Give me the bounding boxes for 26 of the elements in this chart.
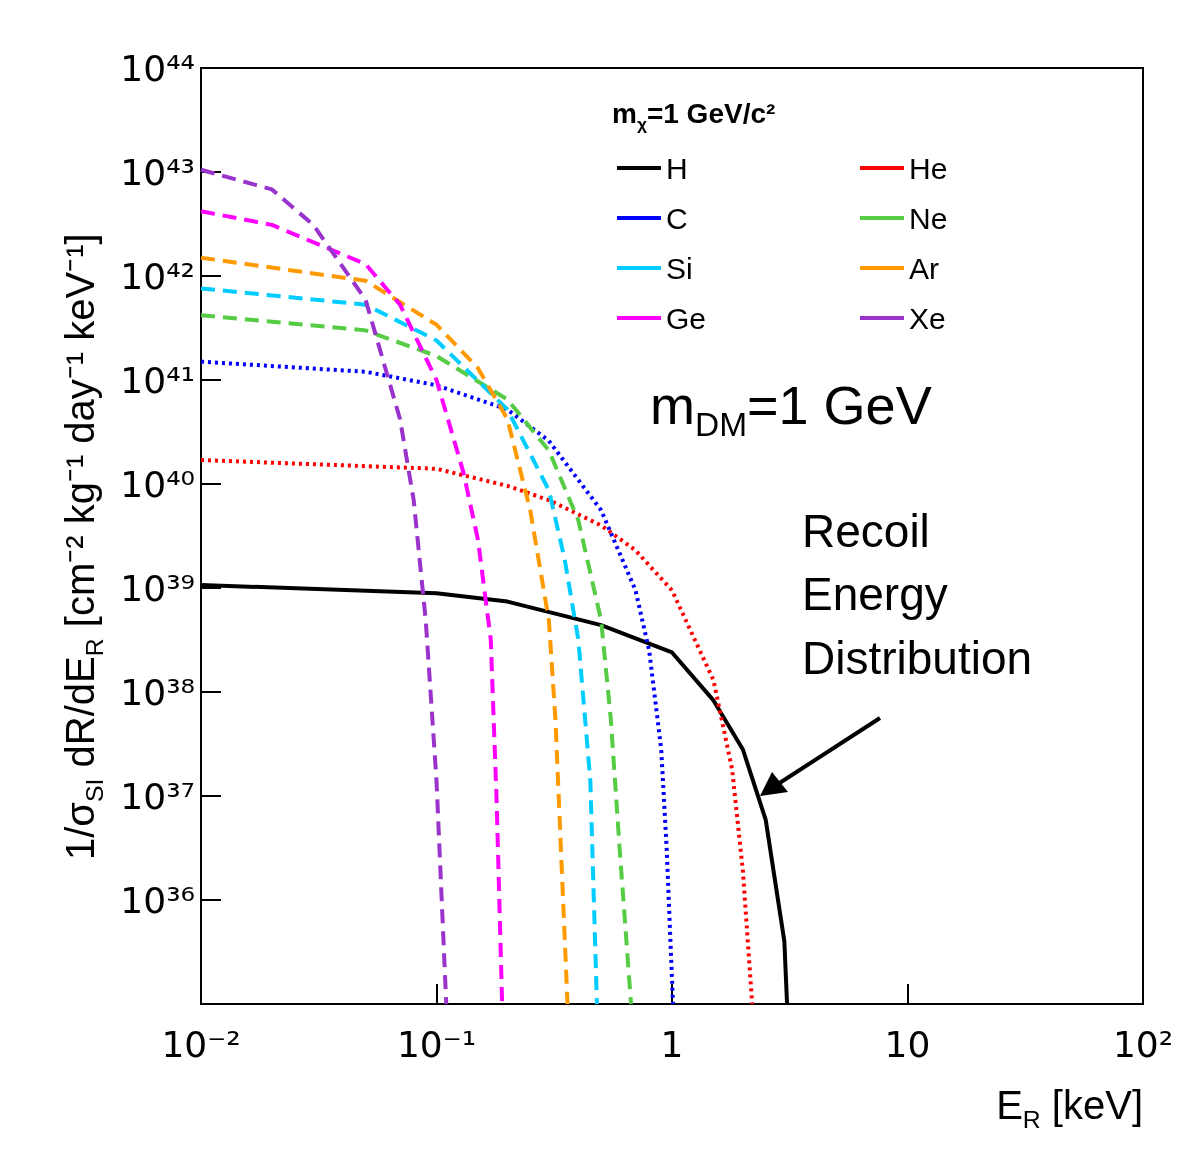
y-tick-label: 10³⁸ [120, 671, 195, 713]
legend-label: Ge [666, 301, 707, 335]
y-tick-label: 10⁴³ [120, 151, 195, 193]
legend-label: Ne [909, 201, 948, 235]
legend-label: Si [666, 251, 693, 285]
y-tick-label: 10⁴² [120, 255, 195, 297]
x-tick-label: 10 [884, 1023, 931, 1065]
legend-label: C [666, 201, 688, 235]
y-tick-label: 10⁴¹ [120, 359, 195, 401]
legend-label: H [666, 151, 688, 185]
x-tick-label: 10² [1112, 1023, 1174, 1065]
x-tick-label: 10⁻¹ [396, 1023, 477, 1065]
y-tick-label: 10⁴⁴ [120, 47, 195, 89]
x-tick-label: 10⁻² [161, 1023, 241, 1065]
y-tick-label: 10³⁹ [120, 567, 195, 609]
y-tick-label: 10³⁷ [120, 775, 195, 817]
legend-title: m$_{χ}$=1 GeV/c² [612, 98, 776, 134]
y-tick-label: 10³⁶ [120, 879, 195, 921]
y-tick-label: 10⁴⁰ [120, 463, 195, 505]
annotation: Recoil Energy Distribution [802, 504, 1033, 686]
legend-label: He [909, 151, 948, 185]
x-tick-label: 1 [660, 1023, 684, 1065]
legend-label: Xe [909, 301, 946, 335]
legend-label: Ar [909, 251, 940, 285]
x-axis-title: E$_{R}$ [keV] [996, 1083, 1143, 1133]
annotation: m$_{DM}$=1 GeV [650, 375, 932, 443]
